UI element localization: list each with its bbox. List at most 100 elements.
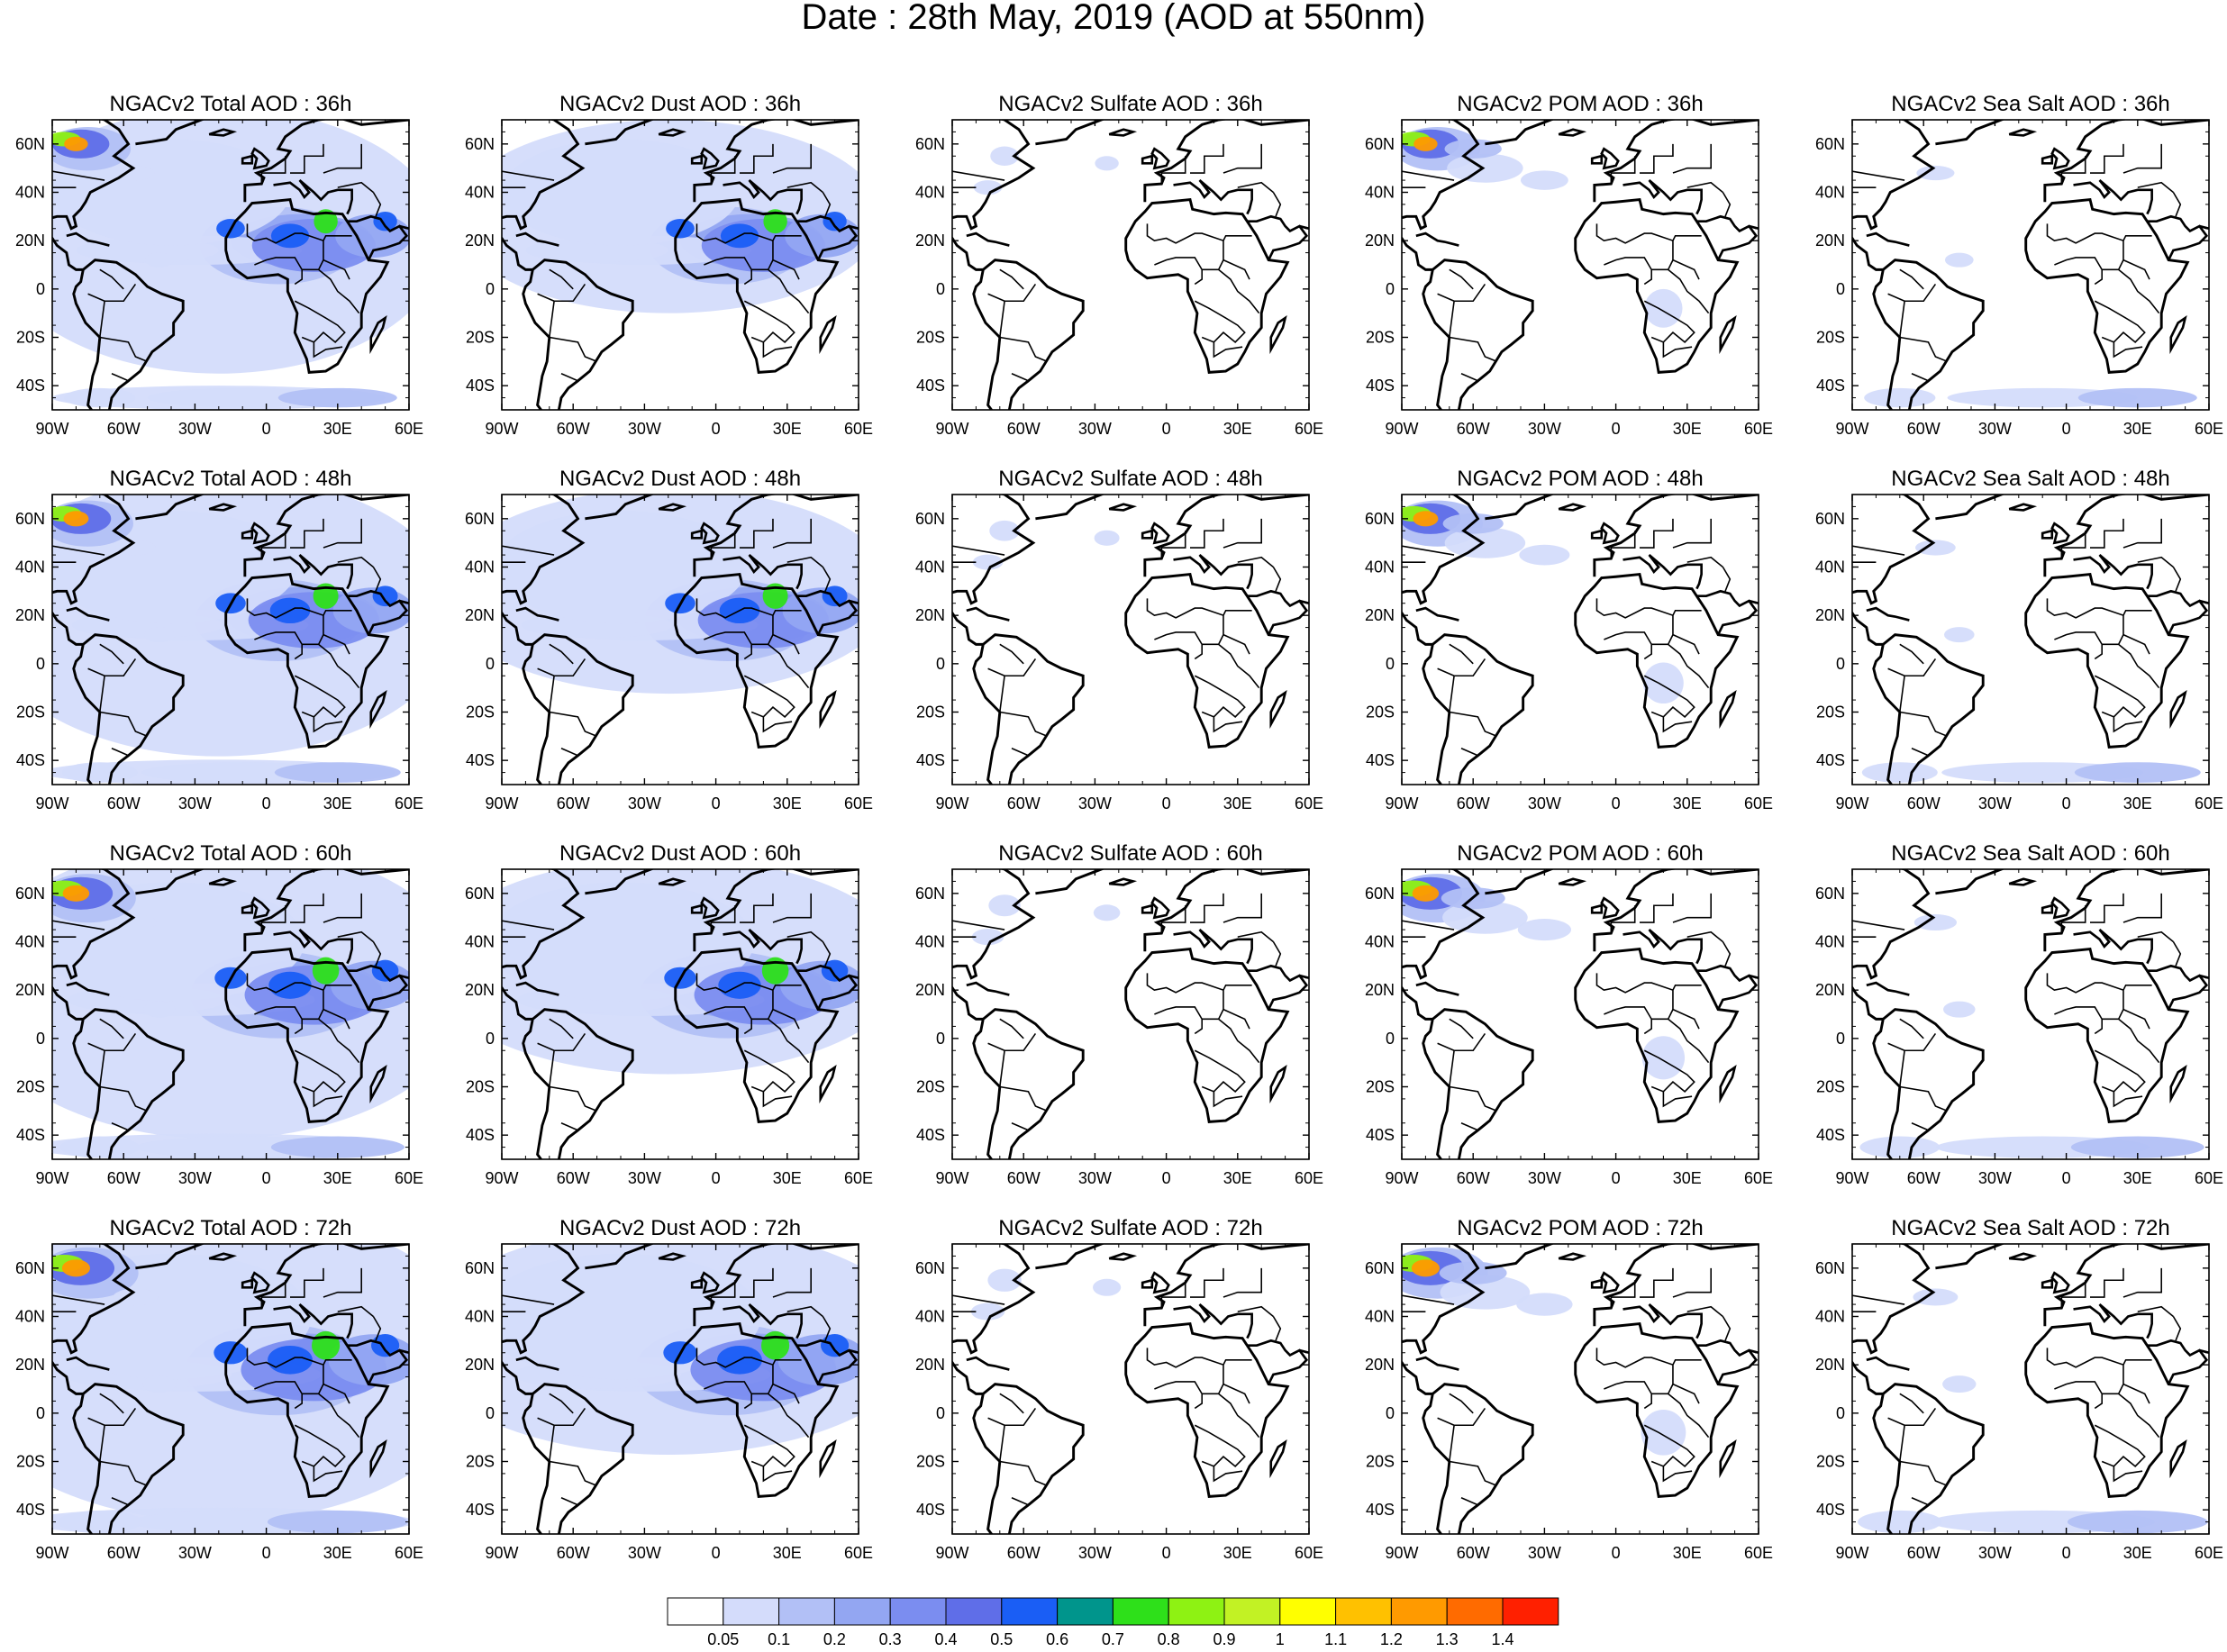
panel-title: NGACv2 Dust AOD : 36h [559, 92, 801, 116]
y-tick-label: 20S [916, 1453, 945, 1471]
x-tick-label: 30W [628, 420, 661, 438]
x-tick-label: 30E [323, 420, 352, 438]
y-tick-label: 40S [1366, 377, 1395, 395]
aod-plume [1643, 662, 1684, 704]
y-tick-label: 40N [15, 184, 45, 202]
x-tick-label: 0 [1162, 420, 1171, 438]
aod-plume [821, 1334, 850, 1357]
y-tick-label: 20S [16, 329, 45, 347]
x-tick-label: 30W [1978, 1169, 2012, 1187]
y-tick-label: 20S [1816, 1078, 1845, 1096]
aod-plume [277, 387, 397, 408]
aod-field [1859, 914, 2204, 1158]
plot-frame [51, 868, 410, 1160]
x-tick-label: 0 [712, 420, 721, 438]
x-tick-label: 30E [1223, 420, 1252, 438]
y-tick-label: 0 [1386, 280, 1395, 298]
colorbar-label: 0.7 [1102, 1630, 1124, 1647]
aod-plume [1944, 252, 1974, 268]
y-tick-label: 60N [915, 885, 945, 903]
map-panel-seasalt-60h: NGACv2 Sea Salt AOD : 60h 90W 60W 30W 0 30E 60… [1815, 841, 2223, 1187]
colorbar-swatch [1502, 1597, 1559, 1626]
aod-plume [1521, 170, 1568, 190]
x-tick-label: 90W [935, 794, 968, 812]
x-tick-label: 60W [107, 794, 141, 812]
x-tick-label: 30W [628, 794, 661, 812]
colorbar-swatch [1223, 1597, 1281, 1626]
y-tick-label: 60N [465, 885, 495, 903]
x-tick-label: 60W [107, 1544, 141, 1562]
aod-plume [64, 136, 88, 151]
y-tick-label: 0 [936, 280, 945, 298]
aod-plume [1859, 1136, 1941, 1158]
aod-field [52, 1244, 409, 1534]
map-panel-seasalt-72h: NGACv2 Sea Salt AOD : 72h 90W 60W 30W 0 30E 60… [1815, 1216, 2223, 1562]
x-tick-label: 0 [1162, 1544, 1171, 1562]
y-tick-label: 40S [916, 1126, 945, 1144]
colorbar-swatch [1446, 1597, 1504, 1626]
y-tick-label: 0 [1386, 1404, 1395, 1422]
y-tick-label: 0 [1386, 1030, 1395, 1048]
aod-plume [1442, 901, 1528, 934]
colorbar-swatch [1279, 1597, 1337, 1626]
aod-field [502, 1244, 859, 1455]
x-tick-label: 90W [1835, 1544, 1868, 1562]
plot-frame [951, 868, 1310, 1160]
y-tick-label: 60N [465, 510, 495, 528]
panel-title: NGACv2 Total AOD : 48h [109, 467, 351, 491]
x-tick-label: 30W [1528, 794, 1561, 812]
map-panel-sulfate-72h: NGACv2 Sulfate AOD : 72h 90W 60W 30W 0 30E 60E… [915, 1216, 1323, 1562]
aod-field [1402, 1247, 1686, 1456]
panel-title: NGACv2 POM AOD : 36h [1457, 92, 1703, 116]
colorbar-label: 1.1 [1324, 1630, 1347, 1647]
y-tick-label: 20S [466, 329, 495, 347]
y-tick-label: 20S [916, 329, 945, 347]
aod-plume [822, 585, 848, 607]
x-tick-label: 60W [1457, 1544, 1490, 1562]
x-tick-label: 30W [628, 1544, 661, 1562]
plot-frame [501, 119, 859, 411]
map-panel-dust-48h: NGACv2 Dust AOD : 48h 90W 60W 30W 0 30E 60E 60N… [465, 467, 873, 812]
x-tick-label: 30E [773, 420, 802, 438]
y-tick-label: 60N [1815, 510, 1845, 528]
y-tick-label: 40N [1365, 1308, 1395, 1326]
aod-field [502, 120, 859, 313]
aod-plume [61, 1259, 90, 1277]
x-tick-label: 0 [1162, 794, 1171, 812]
x-tick-label: 60E [1295, 1169, 1323, 1187]
panel-title: NGACv2 POM AOD : 60h [1457, 841, 1703, 866]
y-tick-label: 60N [1815, 135, 1845, 153]
x-tick-label: 0 [1612, 1544, 1621, 1562]
x-tick-label: 90W [1835, 794, 1868, 812]
y-tick-label: 40S [16, 751, 45, 769]
x-tick-label: 0 [1612, 420, 1621, 438]
y-tick-label: 40S [1366, 1501, 1395, 1519]
y-tick-label: 40S [16, 1126, 45, 1144]
x-tick-label: 60E [395, 1544, 423, 1562]
aod-plume [63, 511, 89, 527]
x-tick-label: 90W [935, 1544, 968, 1562]
map-panel-seasalt-48h: NGACv2 Sea Salt AOD : 48h 90W 60W 30W 0 30E 60… [1815, 467, 2223, 812]
map-panel-total-48h: NGACv2 Total AOD : 48h 90W 60W 30W 0 30E 60E 60… [15, 467, 423, 812]
aod-plume [61, 762, 138, 783]
panel-title: NGACv2 Dust AOD : 48h [559, 467, 801, 491]
aod-plume [1641, 1409, 1686, 1456]
aod-plume [1943, 1001, 1976, 1018]
colorbar-label: 0.1 [768, 1630, 790, 1647]
y-tick-label: 40N [1815, 184, 1845, 202]
x-tick-label: 90W [935, 1169, 968, 1187]
aod-plume [988, 894, 1021, 917]
aod-plume [1411, 1259, 1440, 1277]
x-tick-label: 30W [1528, 1544, 1561, 1562]
y-tick-label: 40N [15, 933, 45, 951]
aod-plume [1861, 762, 1938, 783]
x-tick-label: 60E [1744, 1544, 1773, 1562]
aod-plume [113, 1288, 159, 1306]
panel-title: NGACv2 POM AOD : 72h [1457, 1216, 1703, 1240]
x-tick-label: 30E [2123, 794, 2152, 812]
plot-frame [951, 494, 1310, 785]
x-tick-label: 60W [1907, 1169, 1941, 1187]
y-tick-label: 0 [1836, 1030, 1845, 1048]
y-tick-label: 40S [916, 751, 945, 769]
x-tick-label: 60E [2195, 420, 2223, 438]
